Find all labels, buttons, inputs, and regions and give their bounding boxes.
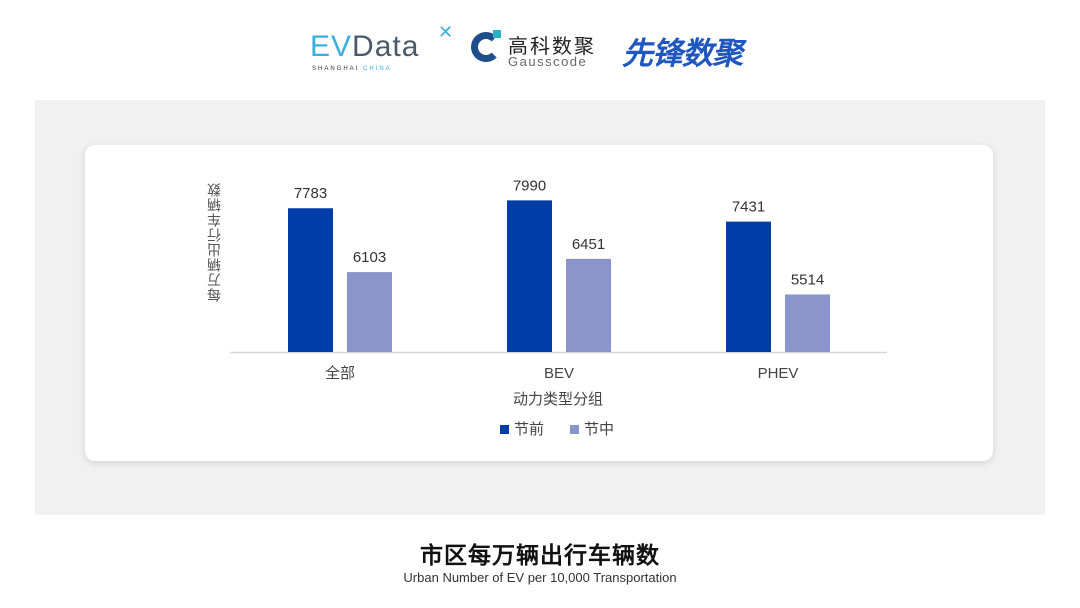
legend-label-0: 节前 <box>514 421 544 438</box>
legend-label-1: 节中 <box>584 421 614 438</box>
bar-全部-节中 <box>347 272 392 352</box>
logo-bar: EVData ✕ SHANGHAI CHINA 高科数聚 Gausscode 先锋… <box>0 22 1080 74</box>
gausscode-logo-en: Gausscode <box>508 54 588 69</box>
data-label: 7990 <box>513 177 546 194</box>
bar-PHEV-节中 <box>785 294 830 352</box>
x-axis-label: 动力类型分组 <box>513 391 603 408</box>
data-label: 6103 <box>353 249 386 266</box>
chart-title: 市区每万辆出行车辆数 <box>420 542 660 568</box>
legend-swatch-0 <box>500 425 509 434</box>
bar-BEV-节中 <box>566 258 611 352</box>
legend-swatch-1 <box>570 425 579 434</box>
xianfeng-logo: 先锋数聚 <box>622 36 743 71</box>
data-label: 5514 <box>791 271 824 288</box>
data-label: 7783 <box>294 185 327 202</box>
bar-PHEV-节前 <box>726 221 771 352</box>
data-label: 7431 <box>732 199 765 216</box>
x-tick-label: PHEV <box>758 365 799 382</box>
bar-全部-节前 <box>288 208 333 352</box>
gausscode-logo-icon <box>471 32 501 62</box>
evdata-logo-sub: SHANGHAI CHINA <box>312 66 392 72</box>
bar-BEV-节前 <box>507 200 552 352</box>
gausscode-logo-cn: 高科数聚 <box>508 36 596 58</box>
chart-subtitle: Urban Number of EV per 10,000 Transporta… <box>403 570 677 585</box>
data-label: 6451 <box>572 236 605 253</box>
x-tick-label: 全部 <box>325 364 355 382</box>
evdata-logo: EVData ✕ <box>310 22 455 63</box>
gausscode-logo-square <box>493 30 501 38</box>
x-tick-label: BEV <box>544 365 574 382</box>
